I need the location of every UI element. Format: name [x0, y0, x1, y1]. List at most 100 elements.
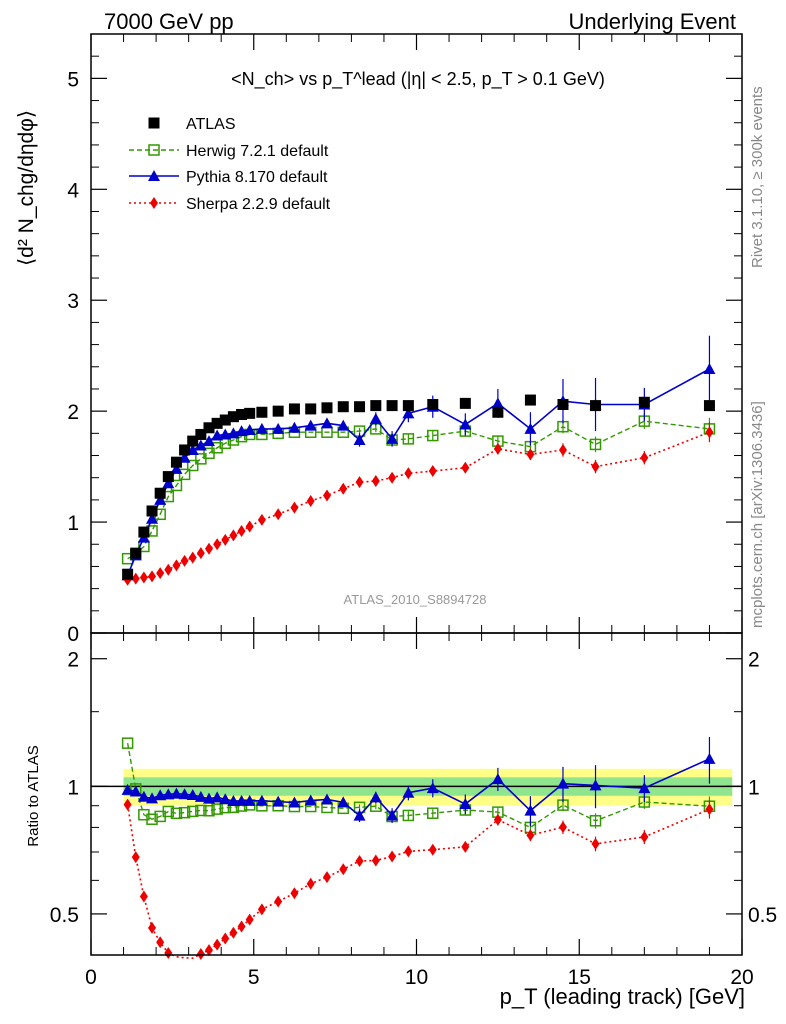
data-point: [386, 432, 399, 444]
atlas-point: [211, 417, 223, 429]
ratio-point: [170, 807, 183, 820]
legend-marker-1: [148, 170, 160, 181]
ratio-tick-label: 2: [67, 649, 79, 672]
atlas-point: [354, 401, 366, 413]
ratio-point: [237, 920, 246, 933]
ratio-point: [705, 803, 714, 816]
x-tick-label: 5: [248, 966, 260, 989]
ratio-point: [235, 794, 248, 806]
atlas-point: [236, 408, 248, 420]
data-point: [194, 439, 207, 451]
y-tick-label: 5: [67, 68, 79, 91]
atlas-point: [179, 444, 191, 456]
mcplots-label: mcplots.cern.ch [arXiv:1306.3436]: [749, 401, 766, 628]
ratio-tick-label-right: 1: [748, 776, 760, 799]
y-tick-label: 3: [67, 290, 79, 313]
atlas-point: [130, 547, 142, 559]
ratio-point: [229, 926, 238, 939]
data-point: [229, 529, 238, 542]
ratio-point: [558, 821, 567, 834]
y-axis-label: ⟨d² N_chg/dηdφ⟩: [15, 110, 38, 266]
ratio-point: [640, 830, 649, 843]
ratio-point: [243, 794, 256, 806]
data-point: [402, 407, 415, 419]
ratio-point: [589, 815, 602, 827]
x-tick-label: 0: [85, 966, 97, 989]
x-tick-label: 15: [568, 966, 591, 989]
ratio-point: [255, 794, 268, 806]
data-point: [188, 551, 197, 564]
atlas-point: [638, 396, 650, 408]
y-tick-label: 2: [67, 401, 79, 424]
ratio-point: [178, 806, 191, 819]
ratio-line-2: [126, 804, 710, 960]
data-point: [237, 524, 246, 537]
header-left: 7000 GeV pp: [104, 9, 234, 34]
legend-marker-atlas: [148, 117, 160, 129]
atlas-point: [146, 505, 158, 517]
top-panel: [121, 335, 716, 586]
ratio-point: [170, 787, 183, 799]
ratio-point: [178, 788, 191, 800]
ratio-point: [139, 890, 148, 903]
ratio-point: [196, 947, 205, 960]
ratio-point: [203, 805, 215, 817]
ratio-point: [526, 829, 535, 842]
ratio-point: [146, 813, 158, 825]
ratio-point: [186, 789, 199, 801]
data-point: [288, 421, 301, 433]
ratio-point: [427, 807, 439, 819]
data-point: [162, 477, 175, 489]
ratio-point: [290, 887, 299, 900]
ratio-point: [524, 804, 537, 816]
ratio-point: [121, 737, 134, 749]
data-point: [139, 571, 148, 584]
atlas-point: [492, 406, 504, 418]
ratio-point: [257, 903, 266, 916]
legend-label-0: Herwig 7.2.1 default: [186, 143, 329, 160]
ratio-point: [123, 798, 132, 811]
ratio-point: [186, 805, 199, 818]
data-point: [257, 513, 266, 526]
ratio-point: [339, 863, 348, 876]
legend-label-atlas: ATLAS: [186, 116, 236, 133]
data-point: [353, 433, 366, 445]
data-point: [371, 475, 380, 488]
ratio-point: [131, 851, 140, 864]
legend-marker-2: [150, 197, 158, 209]
data-point: [146, 512, 159, 524]
ratio-point: [320, 793, 333, 805]
atlas-point: [305, 403, 317, 415]
ratio-point: [288, 796, 301, 808]
ratio-point: [386, 809, 399, 821]
ratio-point: [227, 795, 240, 807]
chart-title: <N_ch> vs p_T^lead (|η| < 2.5, p_T > 0.1…: [231, 69, 605, 90]
legend-label-1: Pythia 8.170 default: [186, 169, 328, 186]
ratio-point: [461, 840, 470, 853]
data-point: [202, 435, 215, 447]
atlas-point: [402, 400, 414, 412]
data-point: [524, 422, 537, 434]
atlas-point: [195, 428, 207, 440]
ratio-point: [402, 786, 415, 798]
atlas-point: [557, 398, 569, 410]
data-point: [211, 429, 224, 441]
data-point: [245, 520, 254, 533]
ratio-point: [491, 773, 504, 785]
ratio-point: [304, 794, 317, 806]
data-point: [204, 542, 213, 555]
ratio-point: [426, 782, 439, 794]
ratio-axis-label: Ratio to ATLAS: [25, 745, 42, 846]
legend-marker-0: [148, 144, 160, 156]
ratio-point: [164, 947, 173, 960]
atlas-point: [203, 422, 215, 434]
ratio-point: [121, 783, 134, 795]
axes: 0 1 2 3 4 5 0 5 10 15 20 0.5 0.5 1 1 2 2: [50, 33, 777, 989]
ratio-point: [402, 809, 415, 822]
y-tick-label: 1: [67, 512, 79, 535]
ratio-line-1: [127, 758, 710, 817]
data-point: [131, 572, 140, 585]
ratio-tick-label: 0.5: [50, 904, 79, 927]
ratio-point: [148, 921, 157, 934]
